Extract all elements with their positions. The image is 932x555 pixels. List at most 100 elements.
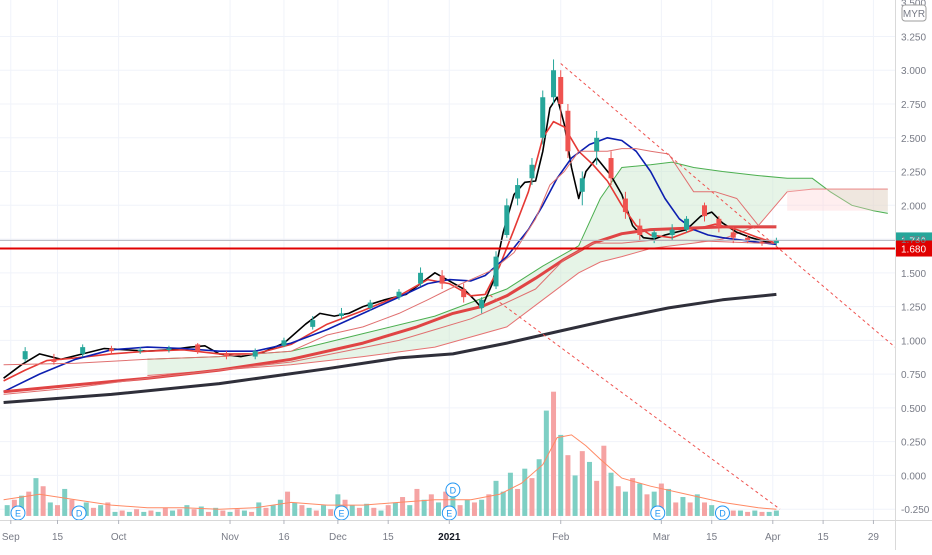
- volume-bar: [666, 488, 672, 516]
- volume-bar: [328, 509, 334, 516]
- candle-body: [22, 351, 28, 360]
- candle-body: [493, 256, 499, 287]
- y-tick-label: -0.250: [901, 505, 930, 516]
- volume-bar: [392, 502, 398, 516]
- y-tick-label: 2.750: [901, 100, 926, 111]
- candle-body: [137, 349, 143, 352]
- currency-badge[interactable]: MYR: [901, 4, 927, 22]
- volume-bar: [184, 505, 190, 516]
- candle-body: [80, 347, 86, 354]
- volume-bar: [155, 511, 161, 516]
- volume-bar: [493, 480, 499, 516]
- volume-bar: [507, 472, 513, 516]
- volume-bar: [436, 502, 442, 516]
- candle-body: [281, 340, 287, 346]
- volume-bar: [148, 510, 154, 516]
- event-marker-label: D: [76, 509, 83, 519]
- cloud-span-a: [147, 161, 888, 360]
- volume-bar: [90, 507, 96, 516]
- volume-bar: [766, 511, 772, 516]
- candle-body: [759, 241, 765, 244]
- y-tick-label: 0.500: [901, 404, 926, 415]
- x-tick-label: 15: [818, 532, 830, 543]
- candle-body: [108, 348, 114, 352]
- volume-bar: [443, 491, 449, 516]
- volume-bar: [256, 502, 262, 516]
- candle-body: [684, 218, 690, 230]
- event-marker-label: D: [719, 509, 726, 519]
- y-tick-label: 1.500: [901, 269, 926, 280]
- x-axis[interactable]: Sep 15 Oct Nov 16 Dec 15 2021 Feb Mar 15 Apr 15 29: [2, 520, 880, 543]
- volume-bar: [414, 488, 420, 516]
- volume-bar: [249, 511, 255, 516]
- volume-bar: [730, 510, 736, 516]
- volume-bar: [457, 505, 463, 516]
- candle-body: [551, 70, 557, 98]
- volume-bar: [529, 478, 535, 516]
- volume-bar: [162, 507, 168, 516]
- volume-bar: [759, 511, 765, 516]
- volume-bar: [622, 491, 628, 516]
- volume-bar: [83, 502, 89, 516]
- volume-bar: [687, 502, 693, 516]
- candle-body: [669, 229, 675, 236]
- support-price-label: 1.680: [901, 245, 926, 256]
- event-marker-dividend[interactable]: [445, 482, 461, 498]
- candle-body: [252, 351, 258, 357]
- candle-body: [651, 232, 657, 238]
- volume-bar: [198, 506, 204, 516]
- volume-bar: [651, 491, 657, 516]
- candle-body: [773, 240, 779, 244]
- candle-body: [439, 275, 445, 284]
- volume-bar: [658, 483, 664, 516]
- volume-bar: [112, 511, 118, 516]
- support-price-tag[interactable]: [896, 240, 932, 257]
- candle-body: [622, 198, 628, 213]
- volume-bar: [522, 468, 528, 516]
- indicator-lines: [3, 63, 896, 510]
- volume-bar: [752, 510, 758, 516]
- volume-bar: [673, 502, 679, 516]
- y-axis[interactable]: 3.250 3.000 2.750 2.500 2.250 2.000 1.750 1.500…: [901, 0, 930, 516]
- candle-body: [608, 158, 614, 179]
- x-tick-label: 29: [868, 532, 880, 543]
- volume-bar: [565, 455, 571, 516]
- y-tick-label: 2.000: [901, 201, 926, 212]
- y-tick-label: 0.250: [901, 438, 926, 449]
- x-tick-label: Oct: [111, 532, 127, 543]
- cloud-fill-red: [787, 189, 888, 211]
- trend-line-line: [484, 291, 781, 510]
- volume-bar: [371, 507, 377, 516]
- volume-bar: [464, 499, 470, 516]
- plot-background: [0, 0, 895, 520]
- volume-bar: [745, 511, 751, 516]
- volume-bars: [3, 391, 779, 516]
- candle-body: [558, 76, 564, 104]
- volume-bar: [773, 510, 779, 516]
- event-marker-label: E: [655, 509, 661, 519]
- volume-bar: [270, 505, 276, 516]
- volume-bar: [205, 511, 211, 516]
- volume-bar: [26, 491, 32, 516]
- volume-bar: [19, 495, 25, 516]
- volume-bar: [134, 509, 140, 516]
- y-tick-label: 1.250: [901, 303, 926, 314]
- candle-body: [515, 185, 521, 199]
- volume-bar: [320, 505, 326, 516]
- volume-bar: [227, 511, 233, 516]
- volume-bar: [55, 505, 61, 516]
- candle-body: [730, 232, 736, 238]
- y-tick-label: 3.250: [901, 32, 926, 43]
- volume-bar: [234, 509, 240, 516]
- event-marker-label: E: [338, 509, 344, 519]
- volume-bar: [594, 480, 600, 516]
- volume-bar: [630, 478, 636, 516]
- price-levels: 1.7401.680: [0, 232, 932, 257]
- y-tick-label: 2.500: [901, 134, 926, 145]
- event-markers: E D E E D E D: [10, 482, 730, 521]
- volume-bar: [709, 505, 715, 516]
- volume-bar: [421, 499, 427, 516]
- candle-body: [51, 359, 57, 362]
